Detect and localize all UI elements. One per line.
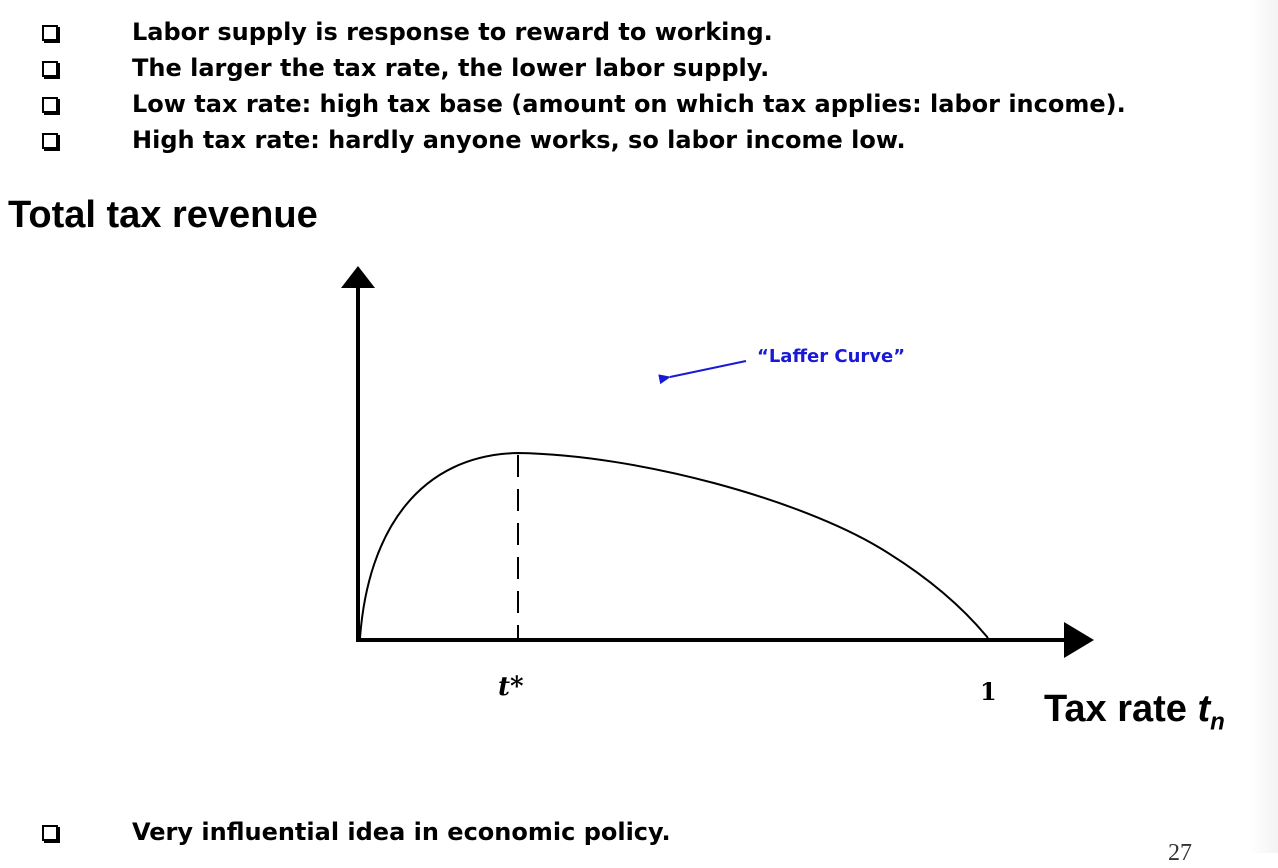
laffer-annotation-arrow	[658, 360, 747, 385]
checkbox-icon	[42, 97, 58, 113]
checkbox-icon	[42, 133, 58, 149]
x-axis-arrowhead	[1064, 622, 1094, 658]
bullet-text: The larger the tax rate, the lower labor…	[132, 54, 770, 82]
checkbox-icon	[42, 825, 58, 841]
laffer-curve-label: “Laffer Curve”	[757, 346, 905, 367]
bullet-item: The larger the tax rate, the lower labor…	[0, 50, 1270, 86]
page-edge-shade	[1250, 0, 1278, 853]
checkbox-icon	[42, 25, 58, 41]
x-axis-title-subscript: n	[1210, 708, 1225, 736]
bullet-text: Low tax rate: high tax base (amount on w…	[132, 90, 1126, 118]
x-axis-title: Tax rate tn	[1044, 684, 1225, 748]
bullet-item: Labor supply is response to reward to wo…	[0, 14, 1270, 50]
bullet-text: High tax rate: hardly anyone works, so l…	[132, 126, 906, 154]
x-axis-title-base: Tax rate	[1044, 688, 1198, 730]
y-axis-title: Total tax revenue	[8, 194, 318, 236]
bullet-item: Low tax rate: high tax base (amount on w…	[0, 86, 1270, 122]
bullet-list: Labor supply is response to reward to wo…	[0, 14, 1270, 158]
bottom-bullet-item: Very influential idea in economic policy…	[0, 814, 1270, 850]
y-axis-arrowhead	[341, 266, 375, 288]
peak-tick-label: t*	[498, 672, 524, 702]
bullet-item: High tax rate: hardly anyone works, so l…	[0, 122, 1270, 158]
bullet-text: Labor supply is response to reward to wo…	[132, 18, 773, 46]
end-tick-label: 1	[980, 677, 997, 706]
checkbox-icon	[42, 61, 58, 77]
bullet-text: Very influential idea in economic policy…	[132, 818, 671, 846]
x-axis-title-variable: t	[1197, 688, 1211, 730]
page-number: 27	[1168, 840, 1192, 866]
laffer-curve	[359, 451, 989, 639]
